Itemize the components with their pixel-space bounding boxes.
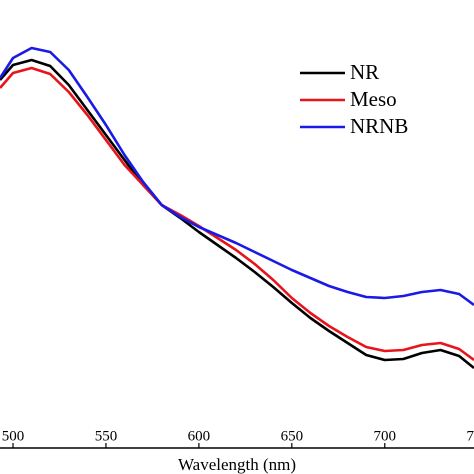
x-tick-label: 600 (188, 428, 211, 444)
x-tick-label: 700 (374, 428, 397, 444)
legend-label: Meso (350, 87, 397, 111)
data-line (0, 66, 474, 362)
x-tick-label: 750 (466, 428, 474, 444)
x-tick-label: 650 (281, 428, 304, 444)
data-line (0, 58, 474, 370)
legend-label: NR (350, 60, 379, 84)
x-tick-label: 550 (95, 428, 118, 444)
data-line (0, 46, 474, 307)
legend-label: NRNB (350, 114, 408, 138)
x-tick-label: 500 (2, 428, 25, 444)
x-axis-title: Wavelength (nm) (178, 455, 296, 474)
